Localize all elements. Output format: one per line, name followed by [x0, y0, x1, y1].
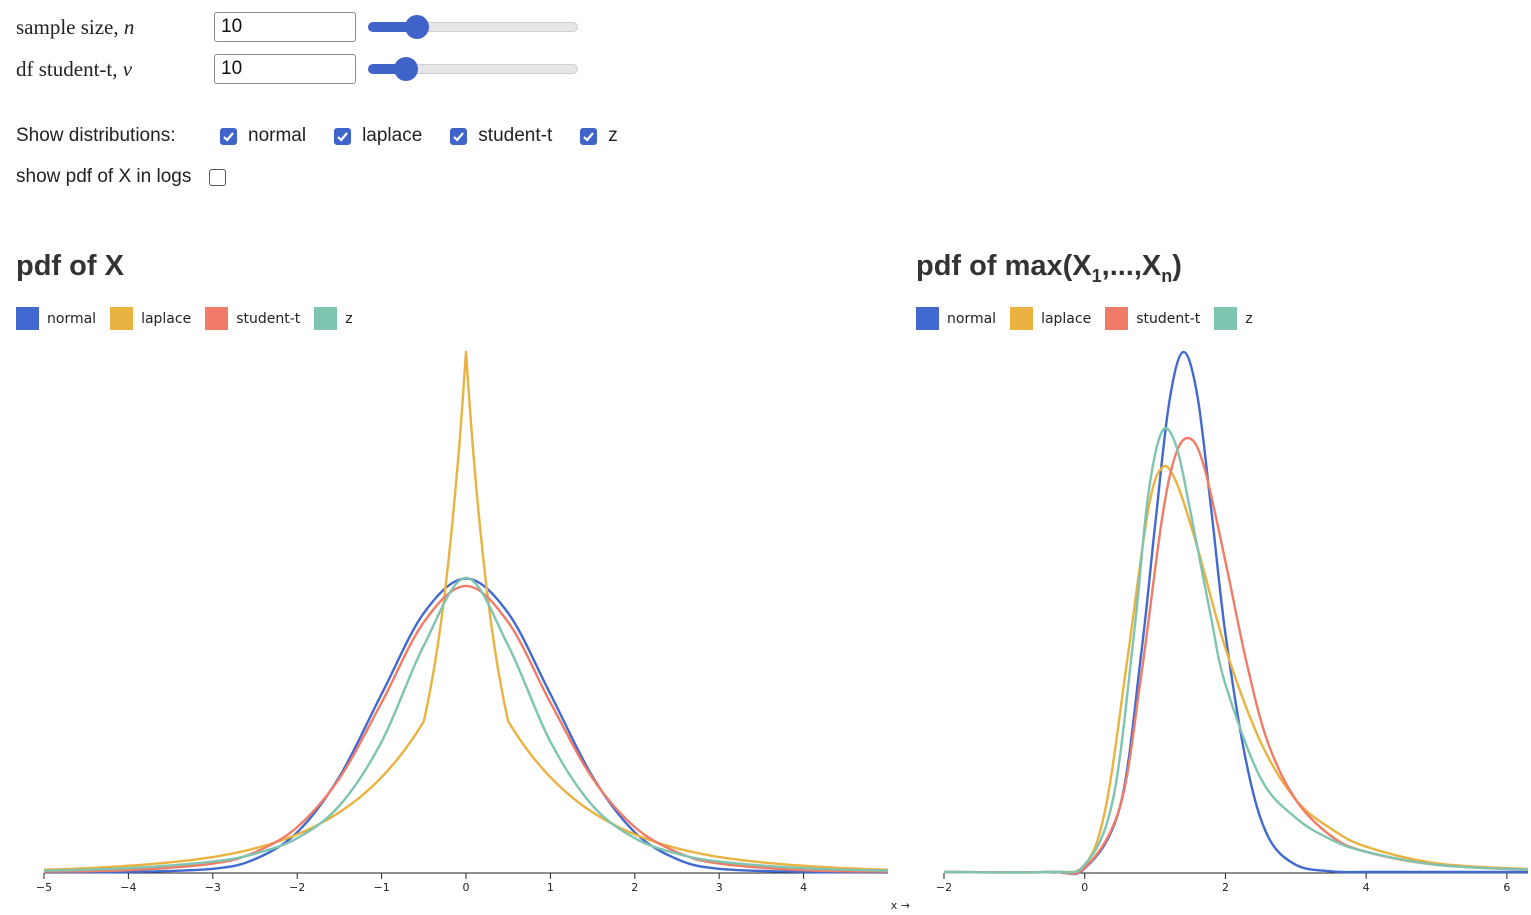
log-toggle-row: show pdf of X in logs — [16, 166, 227, 188]
sample-size-input[interactable] — [214, 12, 356, 42]
legend-label-student-t: student-t — [236, 310, 301, 327]
series-line-z — [43, 576, 889, 872]
slider-fill — [368, 64, 407, 74]
series-line-normal — [43, 577, 889, 874]
right-title-mid: ,...,X — [1101, 250, 1162, 282]
x-tick-label: 4 — [800, 881, 807, 894]
x-tick-label: −1 — [373, 881, 389, 894]
series-line-laplace — [943, 464, 1529, 874]
legend-label-student-t: student-t — [1136, 310, 1201, 327]
series-line-normal — [943, 350, 1528, 876]
left-chart-title: pdf of X — [16, 250, 124, 282]
legend-item-laplace: laplace — [110, 307, 191, 330]
log-toggle-label: show pdf of X in logs — [16, 166, 192, 187]
left-pdf-chart: −5 −4 −3 −2 −1 0 1 2 3 4 x → — [36, 350, 910, 912]
sample-size-label-text: sample size, — [16, 14, 124, 39]
x-tick-label: 4 — [1363, 881, 1370, 894]
legend-item-normal: normal — [916, 307, 996, 330]
x-tick-label: −2 — [936, 881, 952, 894]
checkbox-checked-icon[interactable] — [450, 127, 468, 145]
right-chart-legend: normal laplace student-t z — [916, 307, 1267, 330]
legend-label-z: z — [345, 310, 353, 327]
legend-label-z: z — [1245, 310, 1253, 327]
checkbox-checked-icon[interactable] — [334, 127, 352, 145]
right-chart-title: pdf of max(X1,...,Xn) — [916, 250, 1182, 287]
series-line-student-t — [43, 584, 889, 873]
checkbox-checked-icon[interactable] — [580, 127, 598, 145]
left-chart-legend: normal laplace student-t z — [16, 307, 367, 330]
legend-swatch-normal — [16, 307, 39, 330]
x-tick-label: −3 — [205, 881, 221, 894]
right-title-subn: n — [1161, 265, 1173, 286]
right-title-end: ) — [1172, 250, 1182, 282]
legend-swatch-z — [314, 307, 338, 330]
x-tick-label: 2 — [1222, 881, 1229, 894]
legend-swatch-laplace — [110, 307, 134, 330]
df-label: df student-t, ν — [16, 57, 214, 82]
df-label-text: df student-t, — [16, 56, 123, 81]
legend-item-laplace: laplace — [1010, 307, 1091, 330]
right-title-main: pdf of max(X — [916, 250, 1092, 282]
df-label-var: ν — [122, 56, 133, 81]
slider-thumb[interactable] — [405, 15, 430, 39]
legend-item-student-t: student-t — [205, 307, 300, 330]
x-tick-label: 3 — [716, 881, 723, 894]
legend-label-laplace: laplace — [141, 310, 192, 327]
series-line-z — [943, 427, 1529, 874]
x-tick-label: −2 — [289, 881, 305, 894]
series-line-student-t — [943, 436, 1529, 875]
checkbox-laplace-label: laplace — [362, 125, 423, 146]
right-title-sub1: 1 — [1091, 265, 1102, 286]
x-tick-label: 6 — [1503, 881, 1510, 894]
x-tick-label: 1 — [547, 881, 554, 894]
checkbox-laplace[interactable]: laplace — [334, 125, 450, 147]
slider-fill — [368, 22, 418, 32]
x-tick-label: −4 — [120, 881, 136, 894]
df-input[interactable] — [214, 54, 356, 84]
legend-swatch-laplace — [1010, 307, 1034, 330]
checkbox-normal[interactable]: normal — [220, 125, 334, 147]
checkbox-z-label: z — [608, 125, 618, 146]
legend-item-z: z — [1214, 307, 1253, 330]
legend-swatch-student-t — [205, 307, 229, 330]
legend-item-normal: normal — [16, 307, 96, 330]
x-axis-label: x → — [891, 899, 910, 912]
checkbox-student-t[interactable]: student-t — [450, 125, 580, 147]
legend-item-student-t: student-t — [1105, 307, 1200, 330]
df-slider[interactable] — [368, 57, 578, 81]
legend-item-z: z — [314, 307, 353, 330]
sample-size-slider[interactable] — [368, 15, 578, 39]
legend-swatch-normal — [916, 307, 939, 330]
legend-label-normal: normal — [47, 310, 97, 327]
sample-size-label-var: n — [123, 14, 135, 39]
series-line-laplace — [43, 350, 889, 871]
checkbox-normal-label: normal — [248, 125, 307, 146]
x-tick-label: 2 — [631, 881, 638, 894]
checkbox-z[interactable]: z — [580, 125, 646, 147]
x-tick-label: −5 — [36, 881, 52, 894]
df-row: df student-t, ν — [16, 54, 578, 84]
sample-size-row: sample size, n — [16, 12, 578, 42]
legend-swatch-z — [1214, 307, 1238, 330]
legend-label-normal: normal — [947, 310, 997, 327]
legend-swatch-student-t — [1105, 307, 1129, 330]
checkbox-student-t-label: student-t — [478, 125, 553, 146]
x-tick-label: 0 — [1081, 881, 1088, 894]
show-distributions-label: Show distributions: — [16, 125, 176, 146]
sample-size-label: sample size, n — [16, 15, 214, 40]
log-toggle-checkbox[interactable] — [209, 168, 227, 186]
show-distributions-row: Show distributions: normal laplace stude… — [16, 125, 646, 147]
slider-thumb[interactable] — [394, 57, 419, 81]
checkbox-checked-icon[interactable] — [220, 127, 237, 145]
x-tick-label: 0 — [463, 881, 470, 894]
legend-label-laplace: laplace — [1041, 310, 1092, 327]
